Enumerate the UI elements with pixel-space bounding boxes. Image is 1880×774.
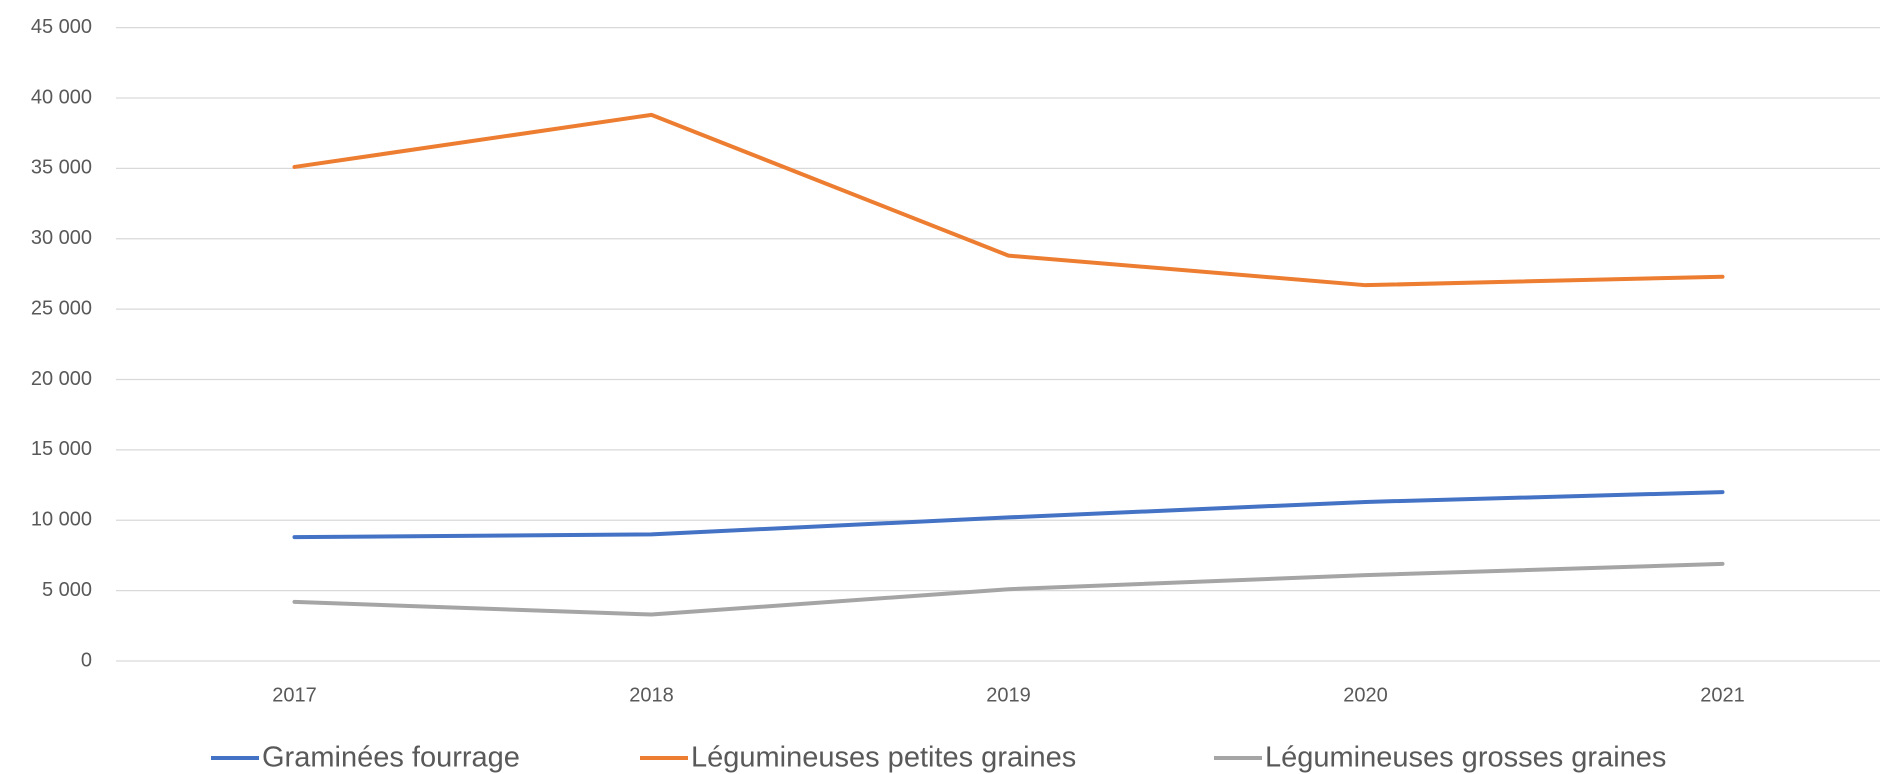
legend-label: Légumineuses grosses graines bbox=[1265, 742, 1666, 774]
y-tick-label: 40 000 bbox=[31, 86, 92, 108]
data-line bbox=[292, 561, 1725, 617]
y-tick-label: 15 000 bbox=[31, 438, 92, 460]
y-tick-label: 5 000 bbox=[42, 579, 92, 601]
x-tick-label: 2020 bbox=[1343, 684, 1388, 706]
y-tick-label: 30 000 bbox=[31, 227, 92, 249]
x-tick-label: 2018 bbox=[629, 684, 674, 706]
y-tick-label: 10 000 bbox=[31, 509, 92, 531]
legend-label: Graminées fourrage bbox=[262, 742, 520, 774]
y-tick-label: 0 bbox=[81, 649, 92, 671]
y-tick-label: 25 000 bbox=[31, 297, 92, 319]
data-line bbox=[292, 112, 1725, 288]
data-line bbox=[292, 490, 1725, 540]
x-tick-label: 2017 bbox=[272, 684, 317, 706]
y-tick-label: 35 000 bbox=[31, 157, 92, 179]
y-tick-label: 45 000 bbox=[31, 16, 92, 38]
x-tick-label: 2019 bbox=[986, 684, 1031, 706]
x-tick-label: 2021 bbox=[1700, 684, 1745, 706]
y-tick-label: 20 000 bbox=[31, 368, 92, 390]
legend-label: Légumineuses petites graines bbox=[691, 742, 1076, 774]
